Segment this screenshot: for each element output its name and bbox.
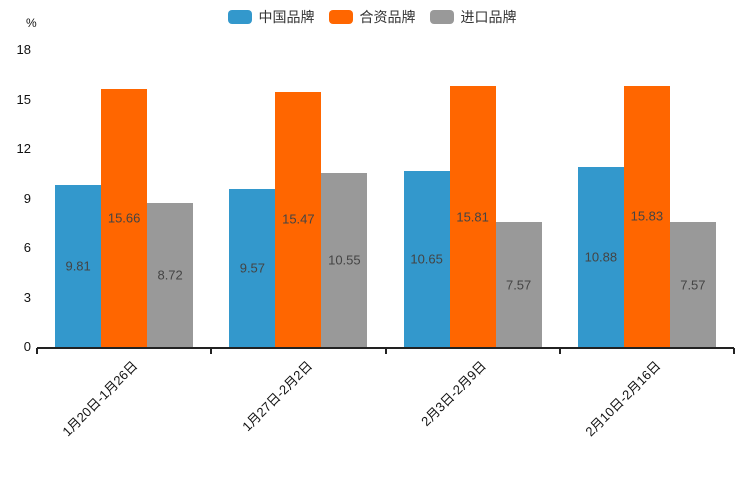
legend-item-label: 中国品牌: [258, 9, 315, 25]
legend-marker-icon: [227, 10, 252, 24]
legend-item-label: 进口品牌: [460, 9, 517, 25]
bar-合资品牌[interactable]: 15.83: [623, 85, 670, 347]
legend-marker-icon: [429, 10, 454, 24]
x-axis-tick: [384, 348, 387, 354]
bar-进口品牌[interactable]: 7.57: [669, 222, 716, 347]
x-category-label: 2月3日-2月9日: [418, 358, 490, 430]
bar-value-label: 9.57: [239, 260, 266, 276]
bar-value-label: 10.88: [584, 249, 618, 265]
bar-value-label: 15.47: [282, 211, 315, 227]
x-axis-tick: [733, 348, 735, 354]
x-axis-tick: [210, 348, 213, 354]
y-tick-label: 15: [16, 91, 31, 107]
bar-value-label: 10.55: [328, 252, 361, 268]
x-axis-tick: [36, 348, 38, 354]
bar-合资品牌[interactable]: 15.47: [275, 91, 322, 347]
bar-value-label: 7.57: [505, 277, 532, 293]
x-category-label: 1月27日-2月2日: [239, 358, 316, 435]
bar-中国品牌[interactable]: 9.81: [55, 185, 102, 347]
legend: 中国品牌 合资品牌 进口品牌: [0, 10, 744, 24]
bar-中国品牌[interactable]: 10.65: [403, 171, 450, 347]
y-tick-label: 3: [23, 289, 31, 305]
bar-group: 9.57 15.47 10.55: [211, 50, 385, 347]
y-tick-label: 9: [23, 190, 31, 206]
bar-value-label: 15.66: [107, 210, 141, 226]
legend-item-进口品牌[interactable]: 进口品牌: [429, 9, 517, 25]
x-axis-tick: [558, 348, 561, 354]
x-category-label: 2月10日-2月16日: [582, 358, 664, 440]
bar-value-label: 15.81: [456, 209, 489, 225]
y-tick-label: 6: [23, 240, 31, 255]
bar-进口品牌[interactable]: 7.57: [495, 222, 542, 347]
y-tick-label: 12: [16, 141, 31, 156]
bar-value-label: 10.65: [410, 251, 443, 267]
y-tick-label: 18: [16, 42, 31, 57]
bar-中国品牌[interactable]: 10.88: [577, 167, 624, 347]
bar-中国品牌[interactable]: 9.57: [229, 189, 276, 347]
bar-value-label: 9.81: [65, 258, 91, 274]
bar-合资品牌[interactable]: 15.66: [101, 88, 148, 347]
legend-item-合资品牌[interactable]: 合资品牌: [328, 9, 416, 25]
bar-group: 9.81 15.66 8.72: [37, 50, 211, 347]
bar-group: 10.88 15.83 7.57: [560, 50, 734, 347]
y-axis-unit-label: %: [26, 16, 37, 30]
bar-value-label: 15.83: [630, 208, 664, 224]
bar-进口品牌[interactable]: 8.72: [147, 203, 194, 347]
bar-value-label: 8.72: [157, 267, 183, 283]
plot-area: 9.81 15.66 8.72 9.57 15.47 10.55 10.65 15.81 7.5…: [37, 50, 734, 349]
bar-进口品牌[interactable]: 10.55: [321, 172, 368, 347]
bar-value-label: 7.57: [680, 277, 706, 293]
bar-group: 10.65 15.81 7.57: [386, 50, 560, 347]
y-tick-label: 0: [23, 339, 31, 354]
legend-marker-icon: [328, 10, 353, 24]
legend-item-label: 合资品牌: [359, 9, 416, 25]
x-category-label: 1月20日-1月26日: [59, 358, 141, 440]
bar-合资品牌[interactable]: 15.81: [449, 86, 496, 347]
legend-item-中国品牌[interactable]: 中国品牌: [227, 9, 315, 25]
